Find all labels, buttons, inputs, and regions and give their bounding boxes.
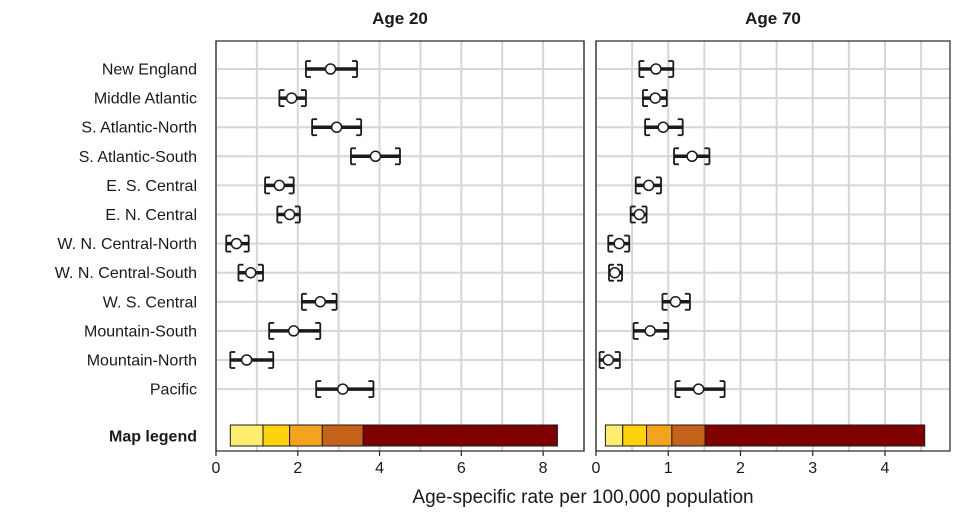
row-label-w-n-central-south: W. N. Central-South (55, 265, 197, 282)
x-tick-label: 2 (736, 460, 745, 477)
x-tick-label: 4 (881, 460, 890, 477)
estimate-point (633, 208, 646, 221)
x-tick-label: 0 (592, 460, 601, 477)
estimate-point (369, 150, 382, 163)
estimate-point (609, 266, 621, 279)
estimate-point (230, 237, 243, 250)
x-tick-label: 0 (212, 460, 221, 477)
row-label-mountain-south: Mountain-South (84, 323, 197, 340)
estimate-point (314, 296, 327, 308)
x-tick-label: 2 (293, 460, 302, 477)
estimate-point (283, 208, 296, 221)
legend-swatch-2 (646, 424, 673, 447)
row-label-new-england: New England (102, 62, 197, 79)
panel-frame-0 (215, 40, 585, 452)
estimate-point (649, 92, 661, 104)
x-tick-label: 3 (808, 460, 817, 477)
legend-swatch-1 (262, 424, 291, 447)
row-label-s-atlantic-north: S. Atlantic-North (81, 120, 197, 137)
row-label-w-n-central-north: W. N. Central-North (57, 236, 197, 253)
row-label-s-atlantic-south: S. Atlantic-South (79, 149, 197, 166)
legend-swatch-3 (321, 424, 364, 447)
estimate-point (686, 150, 698, 163)
estimate-point (669, 296, 682, 308)
estimate-point (644, 325, 656, 337)
row-label-mountain-north: Mountain-North (87, 353, 197, 370)
panel-title-1: Age 70 (745, 9, 801, 28)
panel-title-0: Age 20 (372, 9, 428, 28)
row-label-e-s-central: E. S. Central (106, 178, 197, 195)
x-tick-label: 4 (375, 460, 384, 477)
legend-swatch-3 (671, 424, 706, 447)
row-label-e-n-central: E. N. Central (105, 207, 197, 224)
legend-swatch-0 (604, 424, 624, 447)
estimate-point (240, 354, 253, 366)
estimate-point (285, 92, 298, 104)
x-axis-title: Age-specific rate per 100,000 population (412, 487, 753, 508)
estimate-point (245, 266, 257, 279)
estimate-point (287, 325, 300, 337)
estimate-point (330, 121, 343, 133)
estimate-point (273, 179, 286, 192)
estimate-point (613, 237, 625, 250)
legend-swatch-2 (289, 424, 323, 447)
row-label-pacific: Pacific (150, 382, 197, 399)
estimate-point (657, 121, 669, 133)
estimate-point (337, 383, 349, 395)
x-tick-label: 1 (664, 460, 673, 477)
estimate-point (692, 383, 705, 395)
x-tick-label: 6 (457, 460, 466, 477)
row-label-middle-atlantic: Middle Atlantic (94, 91, 197, 108)
estimate-point (324, 63, 337, 75)
map-legend-label: Map legend (109, 429, 197, 446)
row-label-w-s-central: W. S. Central (103, 294, 197, 311)
estimate-point (602, 354, 615, 366)
estimate-point (642, 179, 655, 192)
legend-swatch-1 (622, 424, 648, 447)
legend-swatch-0 (229, 424, 264, 447)
estimate-point (650, 63, 662, 75)
legend-swatch-4 (362, 424, 558, 447)
panel-frame-1 (595, 40, 951, 452)
legend-swatch-4 (704, 424, 926, 447)
x-tick-label: 8 (539, 460, 548, 477)
